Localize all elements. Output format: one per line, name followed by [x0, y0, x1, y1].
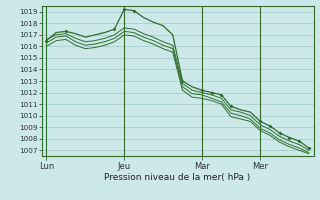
X-axis label: Pression niveau de la mer( hPa ): Pression niveau de la mer( hPa )	[104, 173, 251, 182]
